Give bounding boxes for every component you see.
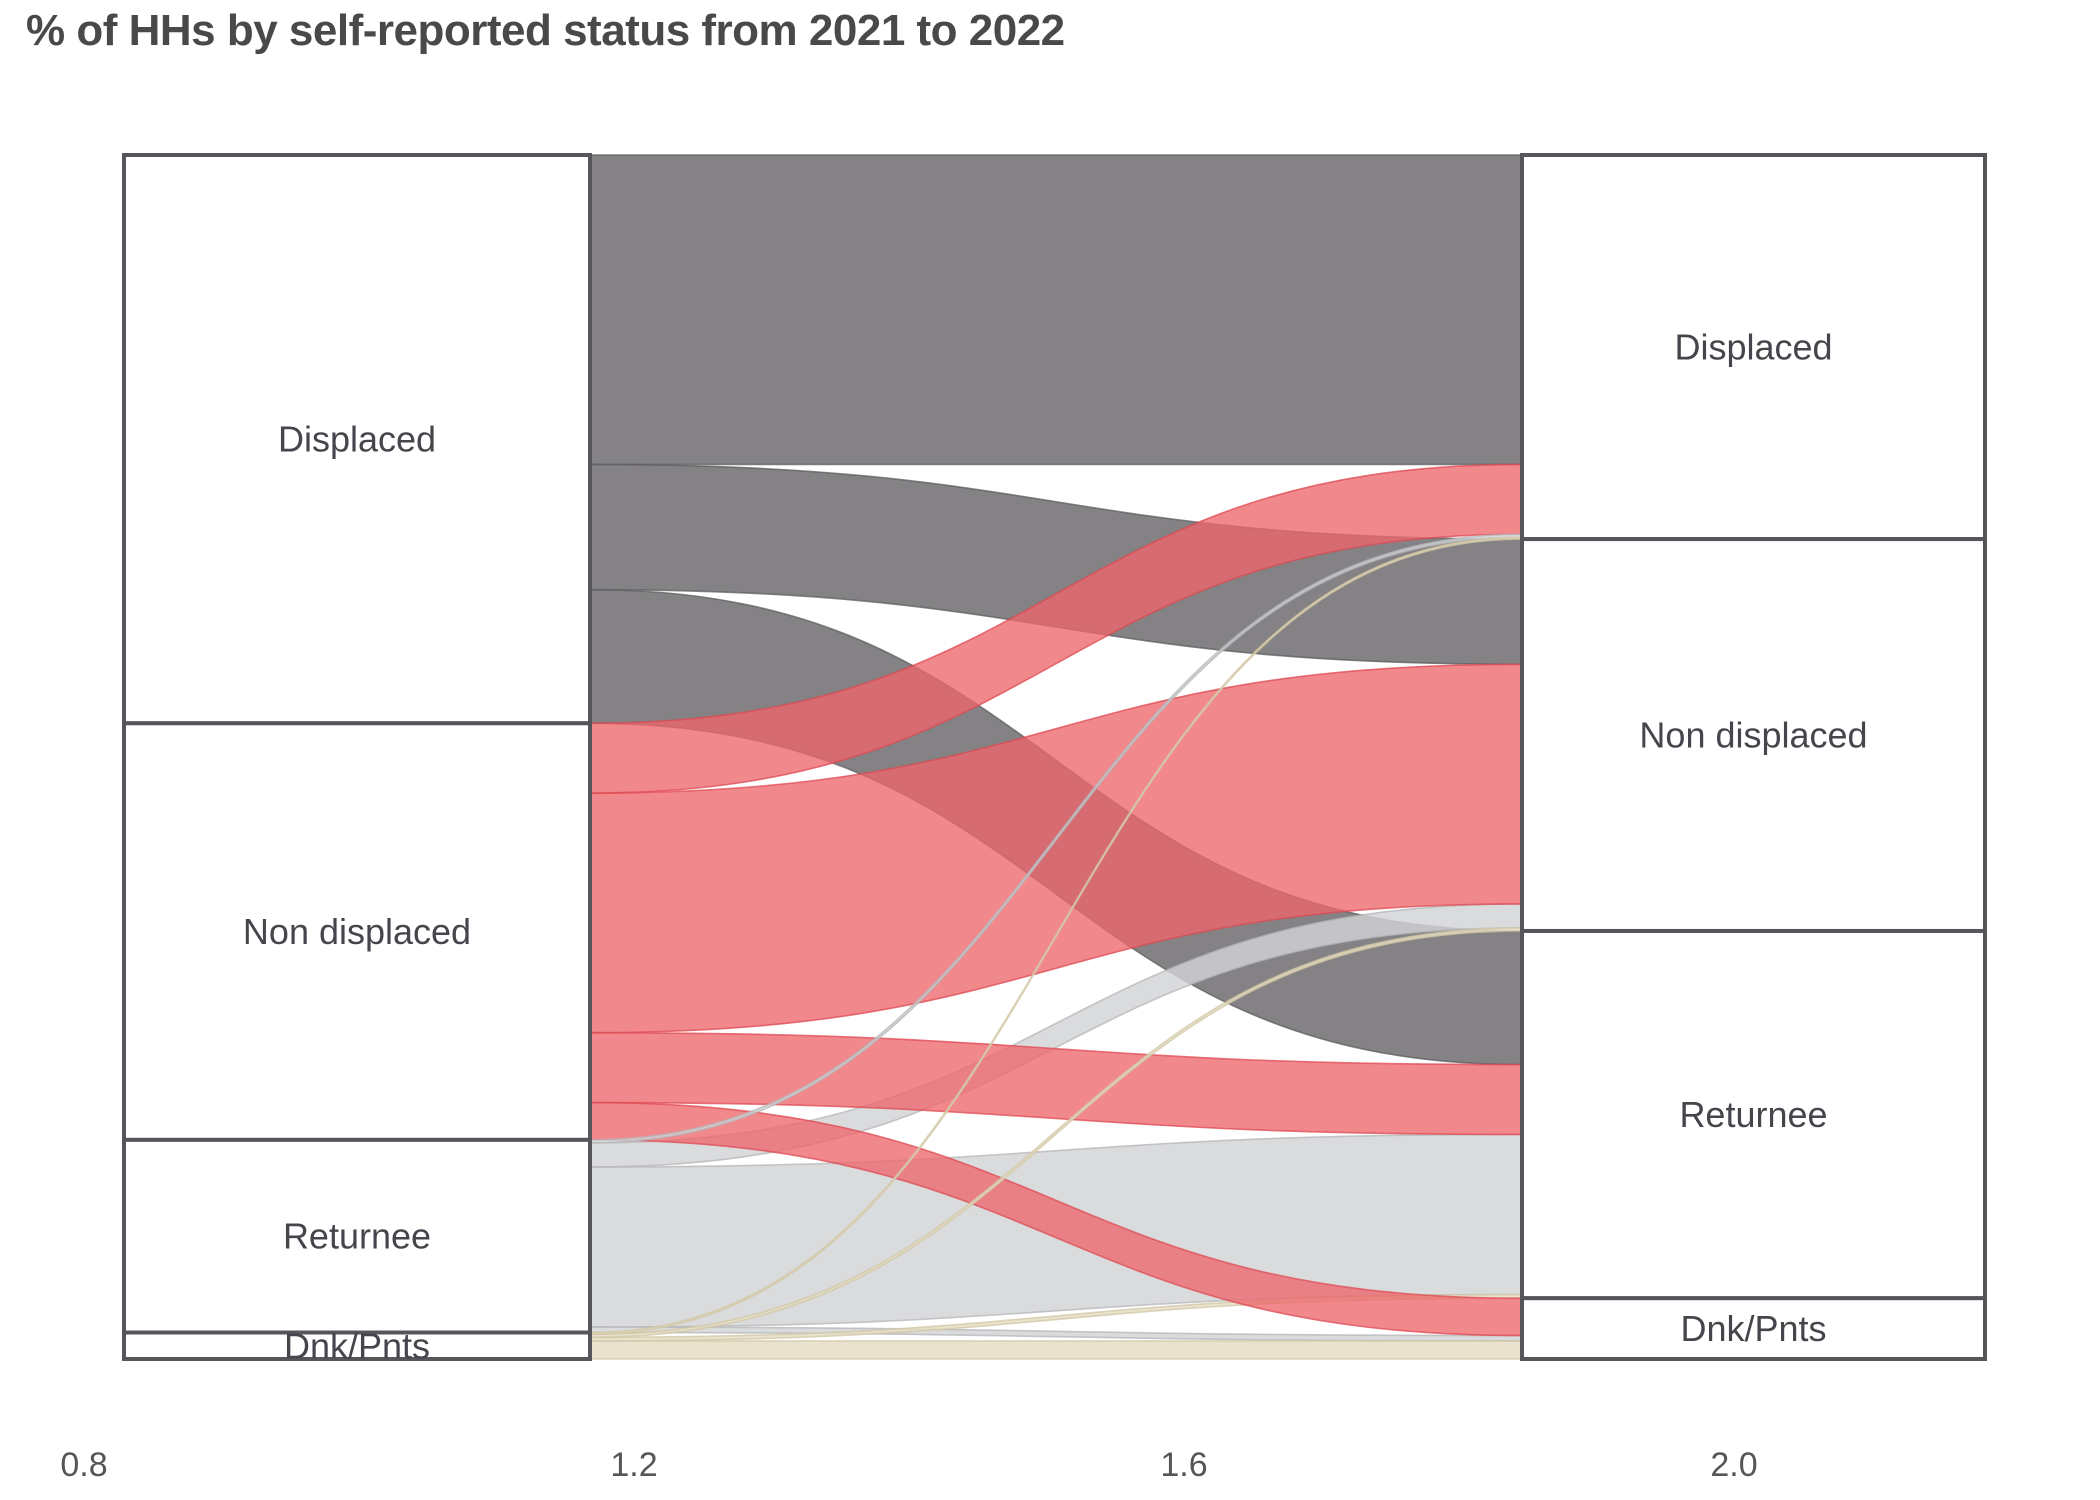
stratum-box bbox=[122, 721, 592, 1142]
stratum-box bbox=[122, 1137, 592, 1335]
stratum-box bbox=[1520, 928, 1987, 1301]
stratum-label: Non displaced bbox=[243, 911, 471, 952]
stratum-box bbox=[1520, 537, 1987, 933]
stratum-label: Dnk/Pnts bbox=[284, 1325, 430, 1366]
stratum-label: Displaced bbox=[1674, 327, 1832, 368]
flow-ribbon bbox=[589, 1340, 1523, 1360]
flow-ribbons bbox=[589, 154, 1523, 1360]
stratum-label: Returnee bbox=[283, 1216, 431, 1257]
stratum-box bbox=[122, 1330, 592, 1361]
x-axis-tick-label: 1.2 bbox=[610, 1446, 657, 1484]
stratum-label: Non displaced bbox=[1639, 715, 1867, 756]
x-axis-tick-label: 0.8 bbox=[60, 1446, 107, 1484]
flow-ribbon bbox=[589, 154, 1523, 466]
stratum-box bbox=[1520, 1296, 1987, 1361]
x-axis-tick-label: 1.6 bbox=[1160, 1446, 1207, 1484]
x-axis: 0.8 1.2 1.6 2.0 bbox=[60, 1446, 1757, 1484]
stratum-box bbox=[122, 153, 592, 726]
stratum-label: Displaced bbox=[278, 419, 436, 460]
stratum-label: Returnee bbox=[1679, 1094, 1827, 1135]
stratum-label: Dnk/Pnts bbox=[1680, 1308, 1826, 1349]
chart-title: % of HHs by self-reported status from 20… bbox=[26, 6, 1065, 55]
stratum-labels: Displaced Non displaced Returnee Dnk/Pnts Di… bbox=[243, 327, 1868, 1367]
x-axis-tick-label: 2.0 bbox=[1710, 1446, 1757, 1484]
stratum-box bbox=[1520, 153, 1987, 542]
stratum-boxes bbox=[122, 153, 1987, 1361]
